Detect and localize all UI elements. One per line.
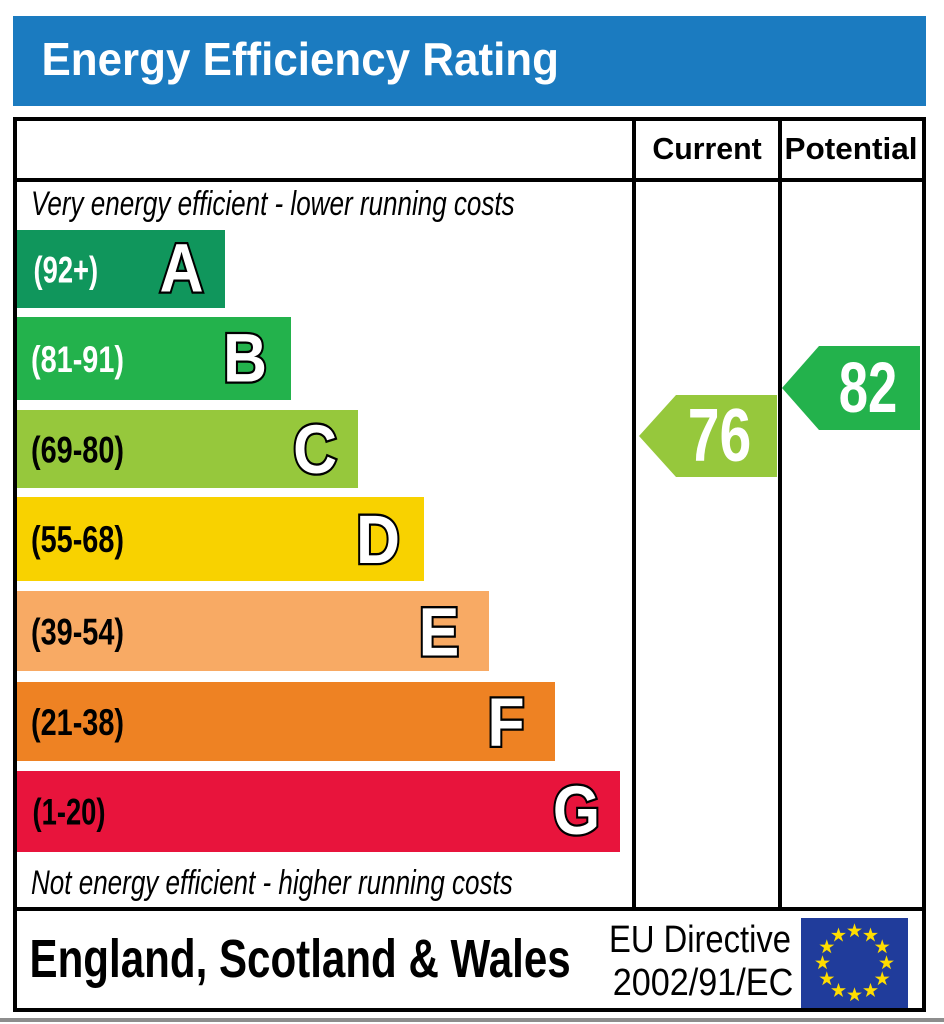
svg-text:D: D [356, 500, 400, 578]
svg-text:(92+): (92+) [34, 250, 99, 291]
svg-text:(81-91): (81-91) [31, 340, 124, 381]
svg-text:76: 76 [688, 395, 752, 478]
svg-text:England, Scotland & Wales: England, Scotland & Wales [30, 929, 571, 989]
svg-text:B: B [223, 319, 267, 397]
svg-text:(21-38): (21-38) [31, 703, 124, 744]
svg-text:G: G [553, 771, 600, 849]
svg-text:2002/91/EC: 2002/91/EC [613, 960, 794, 1003]
svg-text:Very energy efficient - lower: Very energy efficient - lower running co… [31, 186, 515, 223]
svg-text:E: E [419, 593, 460, 671]
svg-text:Potential: Potential [784, 131, 917, 165]
svg-text:(1-20): (1-20) [33, 792, 106, 833]
svg-text:Not energy efficient - higher: Not energy efficient - higher running co… [31, 865, 513, 902]
svg-text:(69-80): (69-80) [31, 430, 124, 471]
svg-text:Current: Current [652, 132, 761, 166]
svg-text:A: A [160, 229, 204, 307]
svg-text:F: F [487, 683, 524, 761]
svg-text:82: 82 [839, 348, 898, 428]
svg-text:C: C [293, 410, 337, 488]
svg-text:(55-68): (55-68) [31, 520, 124, 561]
svg-text:(39-54): (39-54) [31, 612, 124, 653]
svg-text:EU Directive: EU Directive [609, 918, 791, 961]
svg-text:Energy Efficiency Rating: Energy Efficiency Rating [42, 33, 559, 85]
